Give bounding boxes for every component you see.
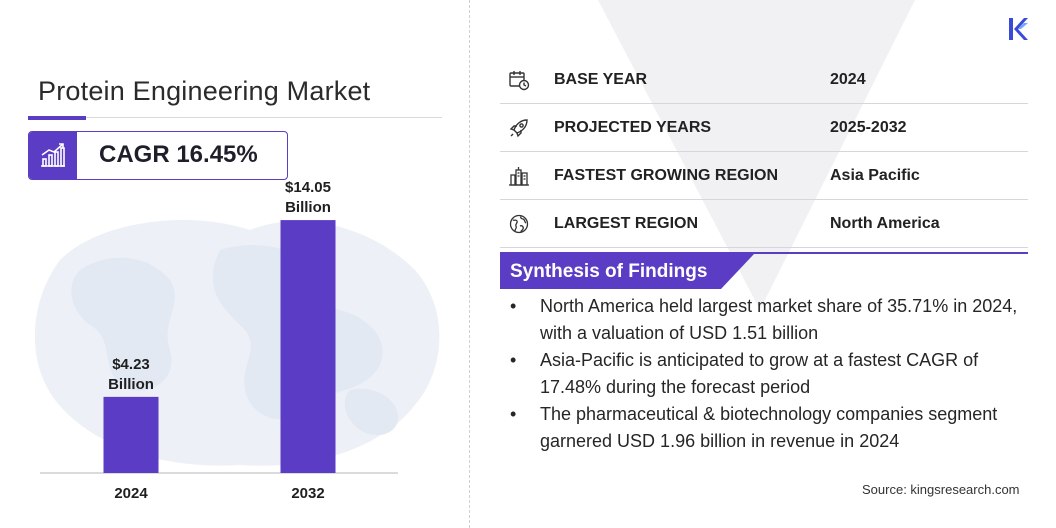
info-label: BASE YEAR (554, 71, 648, 88)
data-label-unit: Billion (108, 376, 154, 393)
finding-item: • North America held largest market shar… (510, 293, 1020, 347)
info-value: 2025-2032 (830, 119, 907, 136)
city-icon (509, 167, 529, 186)
background-triangle (598, 0, 915, 310)
findings-tab (500, 254, 754, 289)
bullet: • (510, 350, 517, 370)
cagr-badge: CAGR 16.45% (28, 131, 288, 180)
info-label: FASTEST GROWING REGION (554, 167, 779, 184)
bullet: • (510, 404, 517, 424)
data-label-value: $14.05 (285, 179, 331, 196)
info-value: 2024 (830, 71, 866, 88)
finding-item: • The pharmaceutical & biotechnology com… (510, 401, 1020, 455)
finding-text: The pharmaceutical & biotechnology compa… (540, 404, 998, 451)
findings-list: • North America held largest market shar… (510, 293, 1020, 455)
info-row-fastest-region: FASTEST GROWING REGION Asia Pacific (500, 152, 1028, 200)
growth-chart-icon (29, 132, 77, 179)
info-label: PROJECTED YEARS (554, 119, 712, 136)
title-accent-bar (28, 116, 86, 120)
info-value: North America (830, 215, 940, 232)
info-row-projected-years: PROJECTED YEARS 2025-2032 (500, 104, 1028, 152)
info-table: BASE YEAR 2024 PROJECTED YEARS 2025-2032 (500, 56, 1028, 248)
bullet: • (510, 296, 517, 316)
globe-icon (509, 214, 529, 234)
calendar-icon (509, 71, 530, 91)
findings-title: Synthesis of Findings (510, 261, 708, 282)
market-bar-chart: $4.23 Billion 2024 $14.05 Billion 2032 (40, 179, 398, 502)
page-title: Protein Engineering Market (38, 76, 371, 106)
source-note: Source: kingsresearch.com (862, 482, 1020, 497)
rocket-icon (509, 119, 528, 138)
finding-item: • Asia-Pacific is anticipated to grow at… (510, 347, 1020, 401)
data-label-unit: Billion (285, 199, 331, 216)
bar-2032 (280, 220, 336, 473)
title-underline (28, 117, 442, 118)
info-row-base-year: BASE YEAR 2024 (500, 56, 1028, 104)
x-tick-label: 2032 (291, 485, 324, 502)
findings-header: Synthesis of Findings (500, 252, 1028, 289)
info-row-largest-region: LARGEST REGION North America (500, 200, 1028, 248)
x-tick-label: 2024 (114, 485, 148, 502)
finding-text: North America held largest market share … (540, 296, 1018, 343)
data-label-value: $4.23 (112, 356, 150, 373)
info-value: Asia Pacific (830, 167, 920, 184)
info-label: LARGEST REGION (554, 215, 699, 232)
bar-2024 (103, 396, 159, 473)
cagr-value: CAGR 16.45% (99, 141, 258, 168)
panel-divider (469, 0, 470, 528)
finding-text: Asia-Pacific is anticipated to grow at a… (540, 350, 979, 397)
kings-research-logo (1009, 18, 1028, 40)
